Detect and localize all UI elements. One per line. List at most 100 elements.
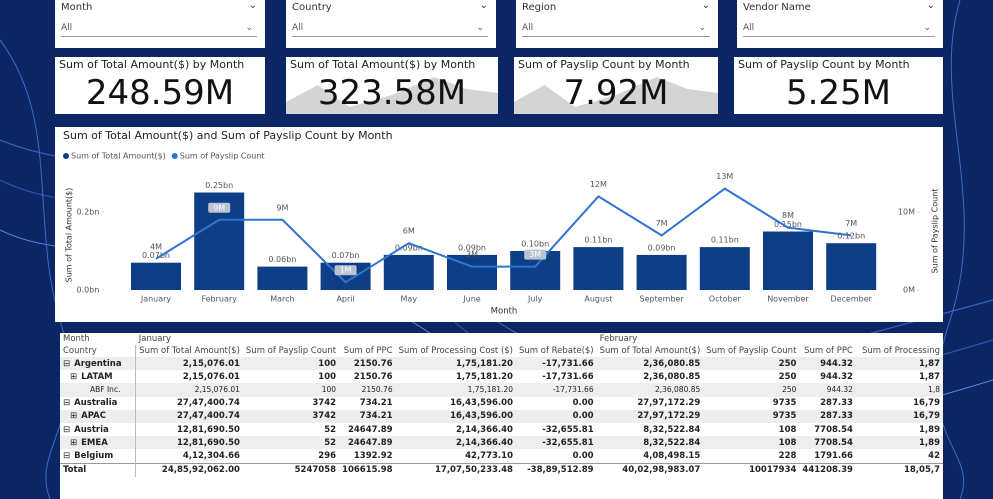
row-label: EMEA: [81, 437, 108, 448]
data-label: 12M: [590, 180, 607, 189]
legend-label: Sum of Payslip Count: [180, 152, 265, 161]
cell: 1,75,181.20: [455, 371, 513, 382]
cell: 250: [778, 371, 797, 382]
expand-icon[interactable]: ⊟: [63, 358, 71, 369]
matrix-table: Month January February Country Sum of Total …: [60, 333, 943, 499]
table-row: Total 24,85,92,062.00 5247058 106615.98 17,0…: [60, 462, 943, 477]
data-label: 9M: [213, 203, 225, 212]
cell: 228: [778, 450, 797, 461]
legend-dot: [171, 153, 178, 159]
cell: 27,97,172.29: [637, 398, 701, 409]
expand-icon[interactable]: ⊞: [70, 411, 78, 422]
legend-dot: [63, 153, 69, 159]
x-tick-label: February: [201, 295, 237, 304]
slicer-dropdown[interactable]: All ⌄: [292, 20, 488, 37]
card-value: 5.25M: [785, 73, 892, 113]
table-row: ⊟ Argentina 2,15,076.01 100 2150.76 1,75,181.…: [60, 357, 943, 371]
data-label: 13M: [716, 172, 733, 181]
row-header: ⊟ Austria: [60, 422, 137, 437]
label-box: [334, 265, 357, 276]
cell: 108: [703, 436, 800, 450]
cell: 24,85,92,062.00: [135, 462, 243, 477]
data-label: 0.10bn: [521, 240, 549, 249]
row-label: Total: [63, 465, 87, 476]
sparkline-bg: [286, 77, 498, 114]
cell: 4,12,304.66: [182, 450, 240, 461]
expand-icon[interactable]: ⊟: [63, 424, 71, 435]
column-header: Sum of Payslip Count: [245, 346, 337, 356]
cell: 8,32,522.84: [643, 424, 701, 435]
cell: 16,79: [855, 409, 943, 423]
slicer[interactable]: Country All ⌄ ⌄: [286, 0, 496, 48]
x-tick-label: September: [639, 295, 684, 304]
cell: 1,75,181.20: [395, 357, 516, 371]
x-tick-label: July: [527, 295, 543, 304]
cell: 24647.89: [347, 424, 393, 435]
cell: -32,655.81: [515, 436, 597, 450]
card-value: 248.59M: [85, 73, 235, 113]
table-row: ⊞ APAC 27,47,400.74 3742 734.21 16,43,596.00 0…: [60, 409, 943, 423]
cell: 7708.54: [814, 424, 853, 435]
card-title: Sum of Total Amount($) by Month: [290, 58, 476, 71]
chevron-icon: ⌄: [923, 23, 931, 33]
data-label: 3M: [466, 250, 478, 259]
column-header: Sum of Total Amount($): [139, 346, 240, 356]
cell: 2,36,080.85: [596, 383, 704, 397]
cell: 1791.66: [814, 450, 853, 461]
cell: 42: [928, 450, 940, 461]
row-header: ⊟ Belgium: [60, 449, 137, 463]
cell: 17,07,50,233.48: [395, 462, 516, 477]
cell: 2,15,076.01: [135, 357, 243, 371]
table-row: ⊟ Belgium 4,12,304.66 296 1392.92 42,773.10 0.…: [60, 449, 943, 463]
row-label: Australia: [74, 398, 118, 409]
data-label: 1M: [340, 266, 352, 275]
slicer-dropdown[interactable]: All ⌄: [743, 20, 935, 37]
cell: 1392.92: [353, 450, 393, 461]
slicer-label: Country: [292, 2, 332, 13]
slicer[interactable]: Region All ⌄ ⌄: [516, 0, 718, 48]
chevron-icon: ⌄: [245, 23, 253, 33]
data-label: 0.06bn: [268, 255, 296, 264]
slicer-dropdown[interactable]: All ⌄: [61, 20, 257, 37]
bar: [257, 266, 308, 290]
cell: 16,79: [913, 398, 940, 409]
row-label: Argentina: [74, 358, 122, 369]
column-header: Sum of Processing Cost ($): [398, 346, 513, 356]
y2-tick-label: 0M: [903, 286, 915, 295]
cell: 287.33: [820, 398, 853, 409]
cell: 944.32: [820, 371, 853, 382]
slicer-dropdown[interactable]: All ⌄: [522, 20, 710, 37]
chart: Sum of Total Amount($) and Sum of Paysli…: [63, 129, 940, 317]
expand-icon[interactable]: ⊞: [70, 371, 78, 382]
expand-icon[interactable]: ⊟: [63, 450, 71, 461]
slicer[interactable]: Month All ⌄ ⌄: [55, 0, 265, 48]
cell: 12,81,690.50: [176, 424, 240, 435]
x-tick-label: March: [270, 295, 294, 304]
row-label: Austria: [74, 424, 109, 435]
slicer[interactable]: Vendor Name All ⌄ ⌄: [737, 0, 943, 48]
data-label: 0.07bn: [332, 251, 360, 260]
cell: 24647.89: [339, 436, 396, 450]
table-row: ABF Inc. 2,15,076.01 100 2150.76 1,75,181.20…: [60, 383, 943, 397]
cell: 2150.76: [339, 383, 396, 397]
cell: 16,43,596.00: [395, 409, 516, 423]
data-label: 7M: [845, 219, 857, 228]
header-row: Month January February: [60, 333, 943, 345]
sparkline-area: [514, 77, 718, 114]
chevron-icon: ⌄: [926, 0, 935, 11]
cell: 27,47,400.74: [176, 398, 240, 409]
x-tick-label: January: [140, 295, 172, 304]
chevron-icon: ⌄: [701, 0, 710, 11]
kpi-card: Sum of Payslip Count by Month 7.92M: [514, 57, 718, 114]
x-tick-label: August: [584, 295, 612, 304]
column-header: Sum of PPC: [343, 346, 393, 356]
data-label: 7M: [656, 219, 668, 228]
row-header: ⊟ Australia: [60, 396, 137, 410]
chevron-icon: ⌄: [248, 0, 257, 11]
expand-icon[interactable]: ⊞: [70, 437, 78, 448]
x-axis-title: Month: [491, 307, 518, 317]
row-header: Total: [60, 462, 137, 477]
data-label: 4M: [150, 242, 162, 251]
expand-icon[interactable]: ⊟: [63, 398, 71, 409]
row-label: APAC: [81, 411, 106, 422]
